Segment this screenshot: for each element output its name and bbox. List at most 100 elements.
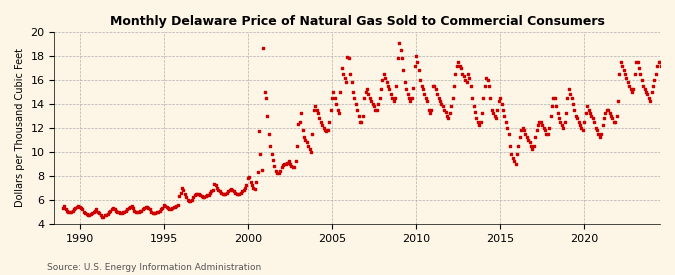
Point — [293, 122, 304, 127]
Point — [59, 204, 70, 208]
Point — [485, 96, 495, 100]
Point — [421, 96, 431, 100]
Point — [315, 120, 326, 124]
Point — [88, 210, 99, 214]
Point — [273, 171, 284, 176]
Point — [125, 205, 136, 209]
Point — [529, 144, 539, 148]
Point — [142, 205, 153, 209]
Point — [345, 72, 356, 76]
Point — [642, 92, 653, 97]
Point — [655, 60, 666, 64]
Point — [570, 114, 581, 118]
Point — [350, 102, 361, 106]
Point — [323, 128, 333, 133]
Point — [601, 108, 612, 112]
Point — [70, 206, 81, 210]
Point — [396, 48, 406, 52]
Point — [224, 188, 235, 192]
Point — [112, 210, 123, 214]
Point — [419, 92, 430, 97]
Point — [203, 193, 214, 197]
Point — [60, 207, 71, 211]
Point — [432, 92, 443, 97]
Point — [660, 66, 671, 70]
Point — [464, 75, 475, 80]
Point — [406, 96, 417, 100]
Point — [587, 116, 598, 120]
Point — [325, 108, 336, 112]
Point — [217, 192, 228, 196]
Point — [641, 90, 651, 94]
Point — [414, 68, 425, 73]
Point — [556, 123, 567, 128]
Point — [280, 162, 291, 166]
Point — [568, 102, 578, 106]
Point — [596, 132, 607, 136]
Point — [362, 87, 373, 92]
Point — [523, 138, 534, 142]
Point — [255, 152, 266, 156]
Point — [248, 186, 259, 190]
Point — [251, 180, 262, 184]
Point — [578, 128, 589, 133]
Point — [97, 214, 107, 219]
Point — [346, 80, 357, 84]
Point — [324, 120, 335, 124]
Text: Source: U.S. Energy Information Administration: Source: U.S. Energy Information Administ… — [47, 263, 261, 272]
Point — [276, 165, 287, 170]
Point — [412, 60, 423, 64]
Point — [115, 211, 126, 215]
Point — [101, 213, 111, 218]
Point — [458, 74, 469, 78]
Point — [367, 102, 378, 106]
Point — [450, 72, 461, 76]
Point — [219, 192, 230, 196]
Point — [435, 99, 446, 104]
Point — [192, 192, 202, 196]
Point — [228, 189, 239, 194]
Point — [113, 210, 124, 214]
Point — [242, 176, 253, 180]
Point — [608, 120, 619, 124]
Point — [429, 84, 439, 88]
Point — [283, 159, 294, 164]
Point — [200, 194, 211, 198]
Point — [159, 202, 169, 207]
Y-axis label: Dollars per Thousand Cubic Feet: Dollars per Thousand Cubic Feet — [15, 48, 25, 207]
Point — [272, 171, 283, 176]
Point — [271, 169, 281, 173]
Point — [263, 132, 274, 136]
Point — [167, 206, 178, 210]
Point — [163, 206, 173, 210]
Point — [216, 190, 227, 195]
Point — [209, 182, 219, 186]
Point — [492, 108, 503, 112]
Point — [344, 56, 354, 60]
Point — [198, 195, 209, 200]
Point — [544, 126, 555, 130]
Point — [408, 86, 418, 90]
Point — [448, 84, 459, 88]
Point — [590, 126, 601, 130]
Point — [402, 92, 413, 97]
Point — [576, 126, 587, 130]
Point — [196, 194, 207, 198]
Point — [482, 78, 493, 82]
Point — [292, 144, 302, 148]
Point — [470, 110, 481, 114]
Point — [436, 102, 447, 106]
Point — [321, 129, 331, 134]
Point — [603, 108, 614, 112]
Point — [180, 192, 190, 196]
Point — [621, 75, 632, 80]
Point — [245, 180, 256, 184]
Point — [394, 40, 404, 45]
Point — [240, 186, 250, 190]
Point — [128, 206, 138, 210]
Point — [433, 96, 444, 100]
Point — [375, 87, 386, 92]
Point — [582, 104, 593, 108]
Point — [205, 190, 215, 195]
Point — [353, 114, 364, 118]
